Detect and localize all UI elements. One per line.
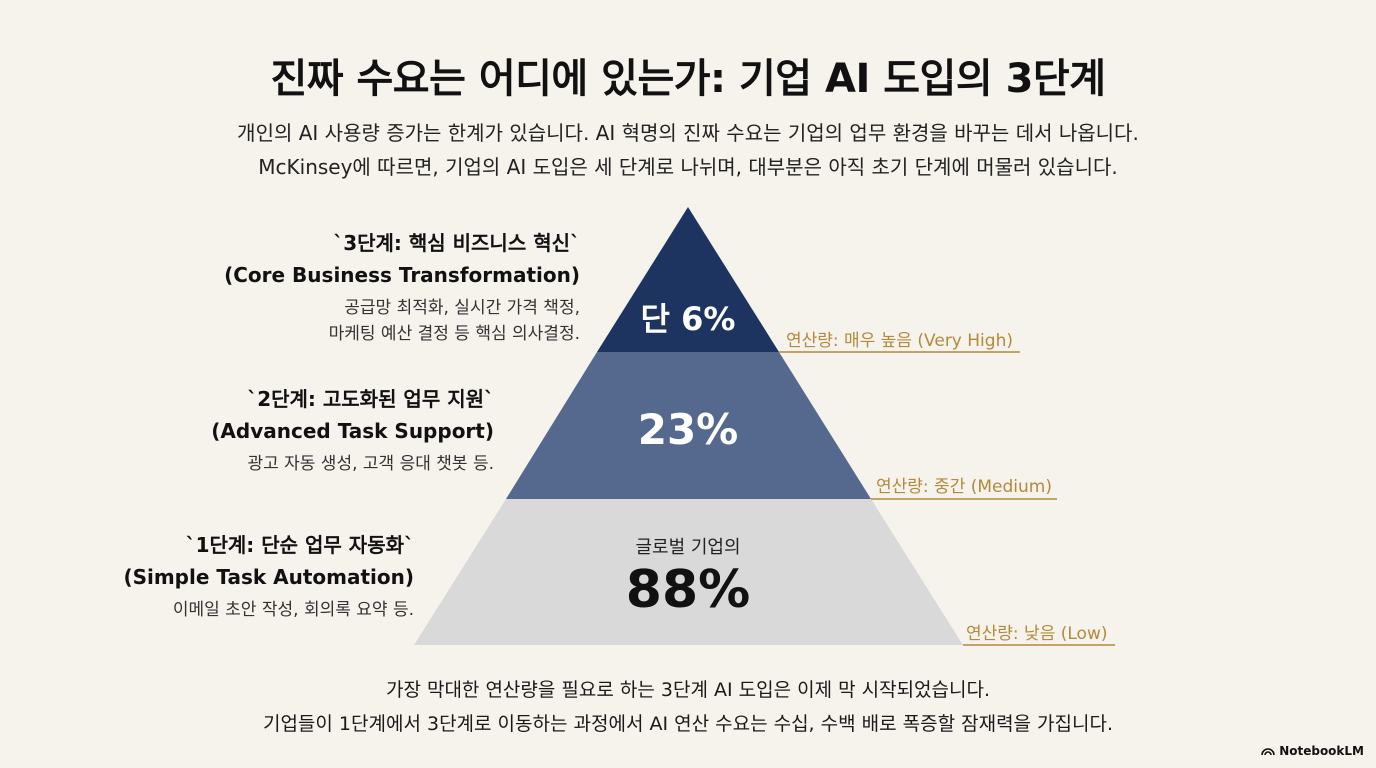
tier-1-value: 88% [625,560,751,620]
intro-line-1: 개인의 AI 사용량 증가는 한계가 있습니다. AI 혁명의 진짜 수요는 기… [237,121,1139,145]
intro-text: 개인의 AI 사용량 증가는 한계가 있습니다. AI 혁명의 진짜 수요는 기… [0,116,1376,184]
stage-3-description: `3단계: 핵심 비즈니스 혁신` (Core Business Transfo… [224,227,580,347]
stage-3-example-line-2: 마케팅 예산 결정 등 핵심 의사결정. [328,324,580,344]
stage-1-examples: 이메일 초안 작성, 회의록 요약 등. [172,600,414,620]
brand-name: NotebookLM [1279,744,1364,758]
tier-1-prefix: 글로벌 기업의 [635,537,741,558]
stage-1-title-en: (Simple Task Automation) [123,565,414,589]
pyramid-tier-3 [597,207,779,352]
conclusion-line-1: 가장 막대한 연산량을 필요로 하는 3단계 AI 도입은 이제 막 시작되었습… [385,679,991,701]
stage-3-example-line-1: 공급망 최적화, 실시간 가격 책정, [344,298,580,318]
compute-label-2: 연산량: 중간 (Medium) [876,477,1052,497]
stage-2-description: `2단계: 고도화된 업무 지원` (Advanced Task Support… [211,383,494,477]
conclusion-line-2: 기업들이 1단계에서 3단계로 이동하는 과정에서 AI 연산 수요는 수십, … [262,713,1114,735]
conclusion-text: 가장 막대한 연산량을 필요로 하는 3단계 AI 도입은 이제 막 시작되었습… [0,673,1376,741]
stage-3-title: `3단계: 핵심 비즈니스 혁신` [333,231,580,255]
tier-3-value: 단 6% [640,300,736,338]
stage-3-examples: 공급망 최적화, 실시간 가격 책정, 마케팅 예산 결정 등 핵심 의사결정. [224,295,580,347]
stage-2-title-en: (Advanced Task Support) [211,419,494,443]
notebooklm-logo-icon [1261,748,1275,756]
stage-2-title: `2단계: 고도화된 업무 지원` [247,387,494,411]
stage-1-description: `1단계: 단순 업무 자동화` (Simple Task Automation… [123,529,414,623]
compute-label-1: 연산량: 낮음 (Low) [966,624,1108,644]
stage-2-examples: 광고 자동 생성, 고객 응대 챗봇 등. [247,454,494,474]
pyramid-tier-2 [506,352,871,499]
compute-label-3: 연산량: 매우 높음 (Very High) [786,331,1013,351]
pyramid-tier-1 [414,499,963,645]
stage-1-title: `1단계: 단순 업무 자동화` [185,533,414,557]
stage-3-title-en: (Core Business Transformation) [224,263,580,287]
page-title: 진짜 수요는 어디에 있는가: 기업 AI 도입의 3단계 [270,56,1106,102]
tier-2-value: 23% [637,405,739,454]
intro-line-2: McKinsey에 따르면, 기업의 AI 도입은 세 단계로 나뉘며, 대부분… [258,155,1118,179]
brand-watermark: NotebookLM [1261,744,1364,758]
